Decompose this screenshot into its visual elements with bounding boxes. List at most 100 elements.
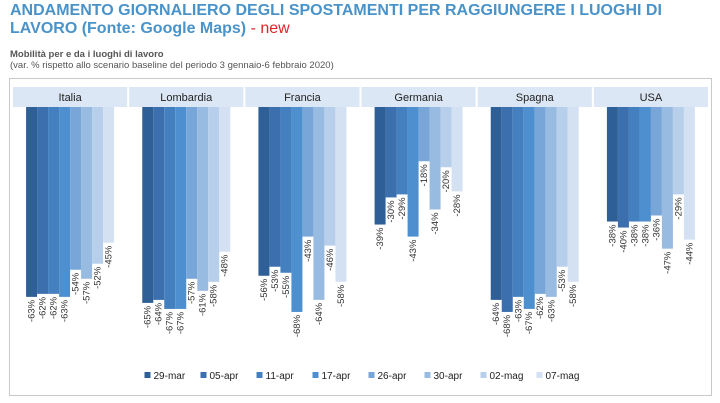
group-header [129,87,244,107]
bar [418,107,430,162]
bar [26,107,38,297]
data-label: -62% [535,296,546,319]
bar [324,107,336,246]
data-label: -53% [270,269,281,292]
bar [451,107,463,192]
data-label: -55% [281,275,292,298]
data-label: -64% [154,302,165,325]
bar [639,107,651,222]
bar [523,107,535,309]
legend-label: 05-apr [210,371,240,382]
bar [70,107,82,270]
bar [197,107,209,291]
data-label: -63% [513,299,524,322]
bar [374,107,386,225]
data-label: -18% [419,164,430,187]
group-header [361,87,476,107]
data-label: -29% [673,197,684,220]
bar [501,107,513,312]
data-label: -52% [93,266,104,289]
bar [153,107,165,300]
bar [628,107,640,222]
data-label: -67% [165,311,176,334]
legend-label: 07-mag [546,371,580,382]
bar [280,107,292,273]
data-label: -30% [386,200,397,223]
bar [617,107,629,228]
data-label: -39% [375,227,386,250]
data-label: -44% [684,242,695,265]
data-label: -61% [198,293,209,316]
data-label: -65% [143,305,154,328]
bar [258,107,270,276]
data-label: -43% [408,239,419,262]
data-label: -45% [104,245,115,268]
bar [606,107,618,222]
data-label: -62% [49,296,60,319]
title-tag: - new [250,20,290,37]
legend-label: 30-apr [434,371,464,382]
bar [567,107,579,282]
bar [556,107,568,267]
data-label: -68% [502,314,513,337]
data-label: -56% [259,278,270,301]
chart-frame: Italia -63% -62% -62% -63% -54% -57% -52% -45% Lo… [9,78,712,396]
data-label: -67% [524,311,535,334]
bar [81,107,93,279]
data-label: -67% [176,311,187,334]
data-label: -36% [651,218,662,241]
legend-label: 26-apr [378,371,408,382]
bar [490,107,502,300]
data-label: -57% [187,281,198,304]
data-label: -38% [607,224,618,247]
data-label: -54% [71,272,82,295]
bar [208,107,220,282]
bar [440,107,452,168]
category-label: Francia [284,92,322,104]
data-label: -38% [629,224,640,247]
chart-subtitle: Mobilità per e da i luoghi di lavoro [10,49,164,60]
bar [92,107,104,264]
bar [429,107,441,210]
bar [534,107,546,294]
bar [103,107,115,243]
bar [661,107,673,249]
legend-label: 11-apr [266,371,295,382]
bar [407,107,419,237]
bar [142,107,154,303]
bar [683,107,695,240]
data-label: -29% [397,197,408,220]
legend-label: 29-mar [154,371,186,382]
bar [313,107,325,300]
data-label: -53% [557,269,568,292]
legend-swatch [200,372,207,378]
category-label: USA [640,92,663,104]
group-header [477,87,592,107]
data-label: -58% [568,284,579,307]
title-main: ANDAMENTO GIORNALIERO DEGLI SPOSTAMENTI … [10,2,662,37]
data-label: -34% [430,212,441,235]
legend-swatch [424,372,431,378]
data-label: -43% [303,239,314,262]
legend-swatch [480,372,487,378]
bar [672,107,684,195]
group-header [245,87,360,107]
group-header [13,87,128,107]
bar [512,107,524,297]
legend-label: 17-apr [322,371,352,382]
category-label: Lombardia [160,92,213,104]
bar [186,107,198,279]
chart-note: (var. % rispetto allo scenario baseline … [10,60,334,71]
bar [545,107,557,297]
bar [37,107,49,294]
legend-swatch [312,372,319,378]
bar [164,107,176,309]
data-label: -28% [452,194,463,217]
data-label: -57% [82,281,93,304]
data-label: -63% [546,299,557,322]
data-label: -68% [292,314,303,337]
legend-swatch [256,372,263,378]
data-label: -46% [325,248,336,271]
data-label: -58% [336,284,347,307]
data-label: -58% [209,284,220,307]
